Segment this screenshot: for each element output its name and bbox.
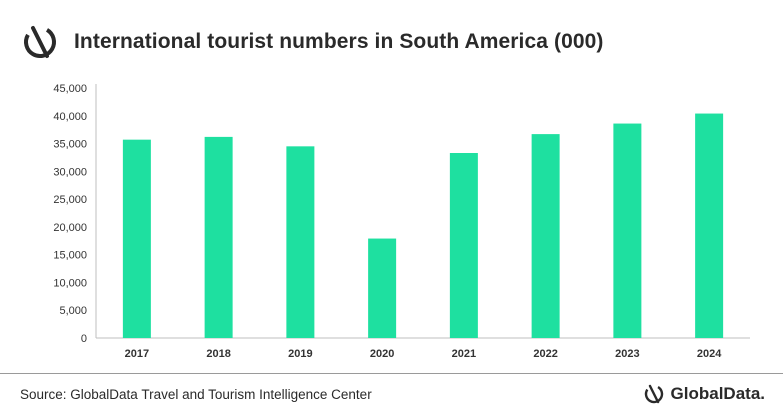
y-tick-label: 0 bbox=[81, 333, 87, 345]
y-tick-label: 30,000 bbox=[53, 166, 87, 178]
y-tick-label: 15,000 bbox=[53, 250, 87, 262]
x-tick-label: 2020 bbox=[370, 348, 394, 360]
bar bbox=[204, 136, 233, 338]
y-tick-label: 45,000 bbox=[53, 83, 87, 95]
x-tick-label: 2022 bbox=[533, 348, 557, 360]
bar bbox=[368, 238, 397, 338]
bar bbox=[286, 146, 315, 338]
brand: GlobalData. bbox=[643, 383, 765, 405]
y-tick-label: 25,000 bbox=[53, 194, 87, 206]
globaldata-logo-icon bbox=[24, 26, 56, 58]
footer-divider bbox=[0, 373, 783, 374]
x-tick-label: 2019 bbox=[288, 348, 312, 360]
globaldata-mark-icon bbox=[644, 384, 663, 404]
bar bbox=[449, 153, 478, 338]
y-tick-label: 40,000 bbox=[53, 111, 87, 123]
chart-header: International tourist numbers in South A… bbox=[20, 18, 604, 66]
chart-title: International tourist numbers in South A… bbox=[74, 30, 604, 53]
y-tick-label: 20,000 bbox=[53, 222, 87, 234]
y-tick-label: 5,000 bbox=[59, 305, 87, 317]
x-tick-label: 2024 bbox=[697, 348, 722, 360]
bar bbox=[613, 123, 642, 338]
brand-name: GlobalData. bbox=[670, 384, 765, 403]
y-tick-label: 35,000 bbox=[53, 139, 87, 151]
x-tick-label: 2021 bbox=[452, 348, 476, 360]
source-note: Source: GlobalData Travel and Tourism In… bbox=[20, 387, 372, 402]
x-tick-label: 2017 bbox=[125, 348, 149, 360]
x-tick-label: 2018 bbox=[206, 348, 230, 360]
x-tick-label: 2023 bbox=[615, 348, 639, 360]
bar bbox=[695, 113, 724, 338]
bar bbox=[531, 134, 560, 338]
y-tick-label: 10,000 bbox=[53, 277, 87, 289]
bar-chart: 0 5,000 10,000 15,000 20,000 25,000 30,000 35,0… bbox=[53, 83, 750, 360]
bar bbox=[122, 139, 151, 338]
